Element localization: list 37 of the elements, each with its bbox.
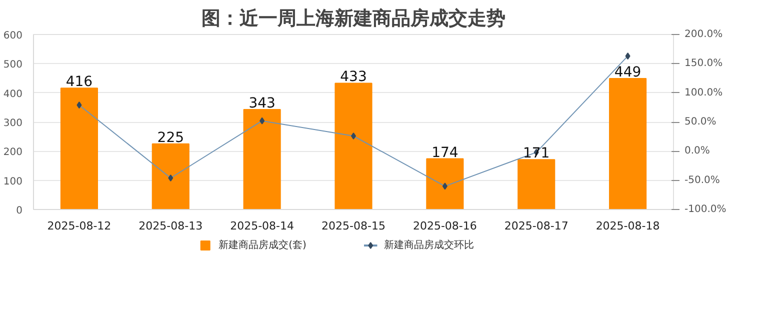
y2-tick-label: 100.0% [684, 87, 723, 98]
x-tick-label: 2025-08-15 [322, 220, 386, 232]
bar [334, 82, 372, 210]
data-label: 433 [340, 69, 367, 86]
y2-tick-label: 150.0% [684, 58, 723, 70]
x-tick-label: 2025-08-12 [47, 220, 112, 232]
legend-label: 新建商品房成交环比 [384, 239, 474, 251]
bar [60, 88, 98, 210]
y2-tick-label: -100.0% [684, 204, 726, 215]
y2-tick-label: 0.0% [684, 146, 710, 157]
x-tick-label: 2025-08-17 [504, 220, 568, 232]
data-label: 174 [432, 144, 458, 161]
y2-tick-label: -50.0% [684, 174, 720, 186]
y2-tick-label: 50.0% [684, 116, 716, 128]
data-label: 416 [66, 74, 93, 90]
y-tick-label: 100 [3, 176, 23, 188]
bar [426, 158, 464, 210]
y-tick-label: 300 [3, 118, 23, 129]
x-tick-label: 2025-08-18 [596, 220, 660, 232]
x-tick-label: 2025-08-16 [412, 220, 477, 232]
x-tick-label: 2025-08-14 [230, 220, 294, 232]
chart-title: 图：近一周上海新建商品房成交走势 [202, 8, 506, 30]
y2-tick-label: 200.0% [684, 29, 723, 40]
data-label: 343 [248, 95, 276, 112]
y-tick-label: 0 [16, 206, 23, 216]
y-tick-label: 200 [3, 147, 23, 158]
y-tick-label: 600 [3, 30, 23, 42]
y-tick-label: 400 [3, 88, 23, 100]
data-label: 225 [157, 130, 184, 146]
legend-label: 新建商品房成交(套) [218, 239, 306, 251]
data-label: 449 [614, 64, 642, 81]
bar [518, 159, 556, 210]
bar [243, 108, 281, 210]
x-tick-label: 2025-08-13 [138, 220, 203, 232]
bar [609, 78, 647, 210]
y-tick-label: 500 [3, 60, 23, 71]
bar [152, 143, 190, 210]
